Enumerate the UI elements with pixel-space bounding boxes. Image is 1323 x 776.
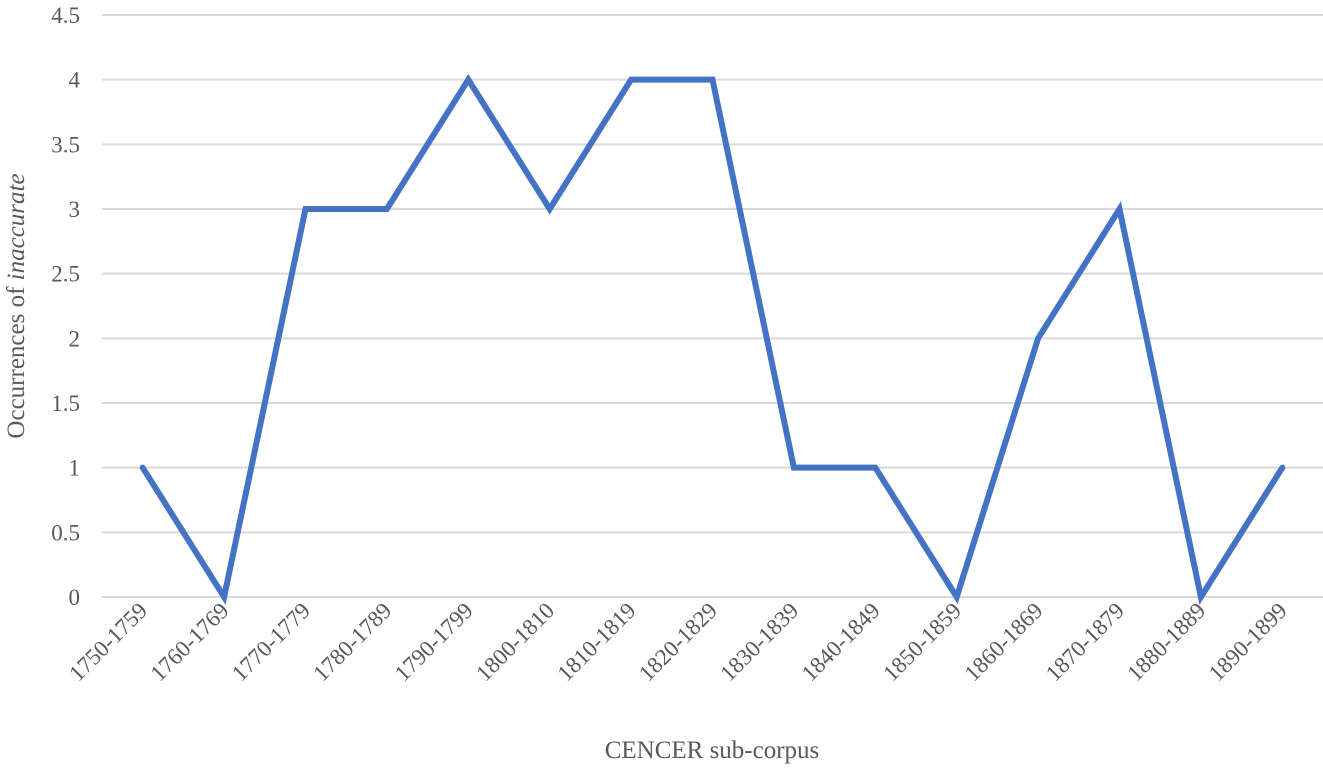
y-tick-label: 3.5: [51, 132, 80, 157]
y-tick-label: 2.5: [51, 262, 80, 287]
x-tick-labels: 1750-17591760-17691770-17791780-17891790…: [64, 598, 1292, 686]
y-tick-label: 4: [69, 68, 81, 93]
y-tick-label: 4.5: [51, 3, 80, 28]
x-tick-label: 1840-1849: [797, 598, 885, 686]
y-tick-label: 0: [69, 585, 81, 610]
x-tick-label: 1830-1839: [715, 598, 803, 686]
x-tick-label: 1780-1789: [308, 598, 396, 686]
y-tick-label: 2: [69, 326, 81, 351]
x-tick-label: 1880-1889: [1122, 598, 1210, 686]
y-axis-label: Occurrences of inaccurate: [3, 173, 30, 438]
y-tick-labels: 0 0.5 1 1.5 2 2.5 3 3.5 4 4.5: [51, 3, 80, 610]
y-tick-label: 0.5: [51, 520, 80, 545]
y-axis-label-prefix: Occurrences of: [3, 280, 30, 438]
x-tick-label: 1760-1769: [145, 598, 233, 686]
x-tick-label: 1770-1779: [227, 598, 315, 686]
x-tick-label: 1870-1879: [1041, 598, 1129, 686]
y-tick-label: 1.5: [51, 391, 80, 416]
x-tick-label: 1800-1810: [471, 598, 559, 686]
x-tick-label: 1890-1899: [1204, 598, 1292, 686]
x-tick-label: 1860-1869: [959, 598, 1047, 686]
x-tick-label: 1750-1759: [64, 598, 152, 686]
y-tick-label: 3: [69, 197, 81, 222]
y-tick-label: 1: [69, 456, 81, 481]
x-tick-label: 1790-1799: [390, 598, 478, 686]
y-axis-label-italic: inaccurate: [3, 173, 30, 280]
x-tick-label: 1810-1819: [552, 598, 640, 686]
x-tick-label: 1820-1829: [634, 598, 722, 686]
x-axis-label: CENCER sub-corpus: [605, 737, 820, 764]
x-tick-label: 1850-1859: [878, 598, 966, 686]
